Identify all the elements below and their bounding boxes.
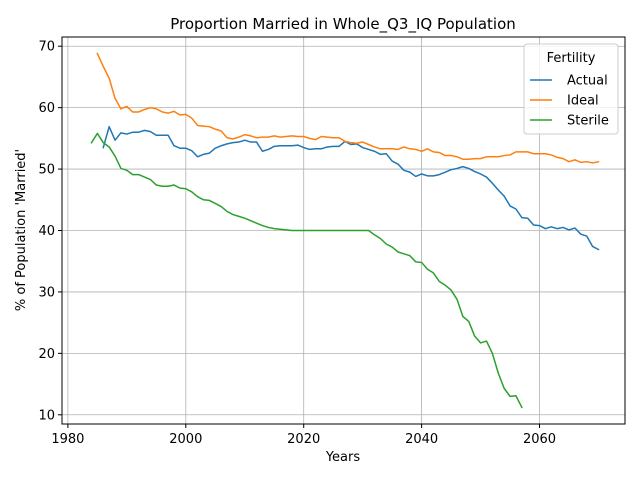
legend-label-sterile: Sterile	[567, 114, 609, 129]
x-tick-label: 2060	[523, 432, 556, 447]
series-line-ideal	[96, 52, 600, 164]
y-tick-label: 40	[38, 224, 55, 239]
legend-box	[523, 43, 619, 135]
x-tick-label: 2040	[405, 432, 438, 447]
y-tick-label: 10	[38, 408, 55, 423]
x-axis-ticks: 1980 2000 2020 2040 2060	[51, 424, 556, 447]
legend-title: Fertility	[547, 51, 596, 66]
x-tick-label: 2020	[287, 432, 320, 447]
x-tick-label: 1980	[51, 432, 84, 447]
series-lines	[90, 52, 600, 409]
legend-label-ideal: Ideal	[567, 94, 599, 109]
y-tick-label: 50	[38, 163, 55, 178]
x-axis-label: Years	[325, 450, 361, 465]
series-line-sterile	[90, 132, 523, 409]
legend: Fertility Actual Ideal Sterile	[523, 43, 619, 135]
y-tick-label: 70	[38, 40, 55, 55]
y-tick-label: 30	[38, 285, 55, 300]
series-line-actual	[102, 125, 600, 251]
y-axis-label: % of Population 'Married'	[14, 149, 29, 311]
legend-label-actual: Actual	[567, 74, 608, 89]
y-tick-label: 20	[38, 347, 55, 362]
legend-entries: Actual Ideal Sterile	[530, 74, 609, 129]
x-tick-label: 2000	[169, 432, 202, 447]
y-axis-ticks: 10 20 30 40 50 60 70	[38, 40, 62, 423]
y-tick-label: 60	[38, 101, 55, 116]
chart-title: Proportion Married in Whole_Q3_IQ Popula…	[170, 15, 516, 34]
